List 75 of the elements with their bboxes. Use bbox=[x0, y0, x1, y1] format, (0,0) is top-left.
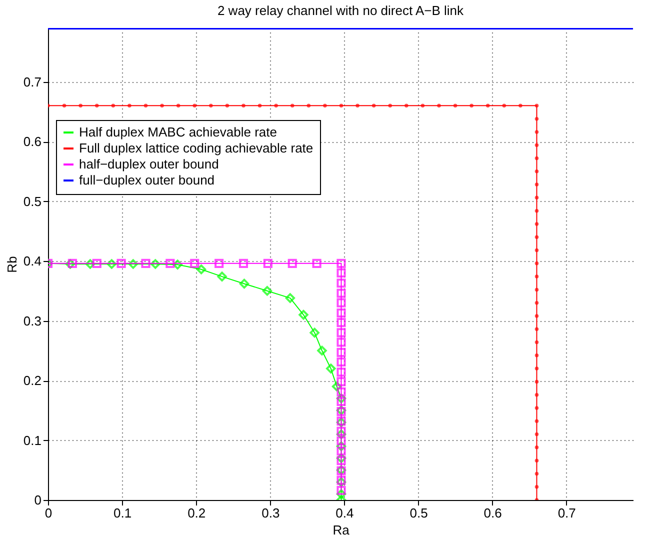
point bbox=[190, 258, 200, 268]
point bbox=[336, 429, 346, 440]
point bbox=[336, 328, 346, 338]
point bbox=[336, 318, 346, 328]
point bbox=[332, 382, 342, 392]
y-tick-label: 0.3 bbox=[23, 313, 42, 328]
point bbox=[217, 272, 227, 282]
point bbox=[239, 278, 250, 289]
legend-label: Half duplex MABC achievable rate bbox=[79, 124, 277, 140]
point bbox=[166, 258, 175, 268]
y-tick-label: 0.4 bbox=[23, 254, 42, 269]
point bbox=[298, 310, 308, 320]
legend-label: half−duplex outer bound bbox=[79, 156, 219, 172]
point bbox=[288, 258, 297, 268]
point bbox=[336, 357, 346, 367]
point bbox=[336, 338, 346, 347]
point bbox=[65, 259, 76, 269]
legend-label: full−duplex outer bound bbox=[79, 172, 215, 188]
y-tick-label: 0.2 bbox=[23, 373, 42, 388]
point bbox=[141, 258, 150, 268]
x-tick-label: 0.3 bbox=[262, 506, 280, 520]
point bbox=[262, 286, 272, 296]
point bbox=[336, 394, 346, 404]
legend-label: Full duplex lattice coding achievable rate bbox=[79, 140, 314, 156]
chart-title: 2 way relay channel with no direct A−B link bbox=[217, 3, 464, 18]
point bbox=[128, 259, 138, 269]
point bbox=[116, 258, 126, 268]
point bbox=[336, 308, 346, 318]
point bbox=[336, 426, 346, 436]
point bbox=[336, 268, 346, 278]
point bbox=[336, 441, 346, 452]
point bbox=[336, 489, 346, 499]
point bbox=[336, 387, 346, 396]
point bbox=[312, 258, 322, 268]
point bbox=[336, 258, 346, 268]
point bbox=[336, 456, 346, 466]
point bbox=[336, 486, 346, 495]
point bbox=[85, 259, 96, 269]
point bbox=[214, 258, 224, 268]
point bbox=[336, 348, 346, 357]
x-tick-label: 0.5 bbox=[410, 506, 428, 520]
point bbox=[68, 258, 77, 268]
x-axis-title: Ra bbox=[332, 522, 350, 538]
point bbox=[336, 298, 346, 308]
y-tick-label: 0.7 bbox=[23, 74, 42, 90]
y-tick-label: 0.5 bbox=[23, 194, 42, 209]
point bbox=[336, 288, 346, 298]
point bbox=[336, 446, 346, 456]
point bbox=[317, 346, 327, 356]
point bbox=[326, 364, 336, 374]
point bbox=[263, 258, 272, 268]
x-tick-label: 0 bbox=[44, 506, 52, 520]
point bbox=[172, 260, 182, 270]
point bbox=[310, 328, 320, 338]
point bbox=[106, 259, 117, 269]
x-tick-label: 0.1 bbox=[114, 506, 132, 520]
y-tick-label: 0.6 bbox=[23, 134, 42, 150]
point bbox=[196, 264, 206, 274]
point bbox=[336, 368, 346, 377]
point bbox=[238, 258, 248, 268]
point bbox=[92, 258, 102, 268]
y-tick-label: 0.1 bbox=[23, 432, 42, 448]
point bbox=[336, 278, 346, 288]
x-tick-label: 0.4 bbox=[336, 506, 354, 520]
x-tick-label: 0.6 bbox=[484, 506, 502, 520]
point bbox=[336, 396, 346, 406]
point bbox=[336, 453, 346, 464]
point bbox=[150, 259, 160, 269]
x-tick-label: 0.7 bbox=[558, 506, 576, 520]
x-tick-label: 0.2 bbox=[188, 506, 206, 520]
point bbox=[336, 377, 346, 386]
point bbox=[336, 436, 346, 446]
point bbox=[285, 293, 296, 303]
y-axis-title: Rb bbox=[4, 256, 20, 273]
y-tick-label: 0 bbox=[34, 492, 42, 508]
